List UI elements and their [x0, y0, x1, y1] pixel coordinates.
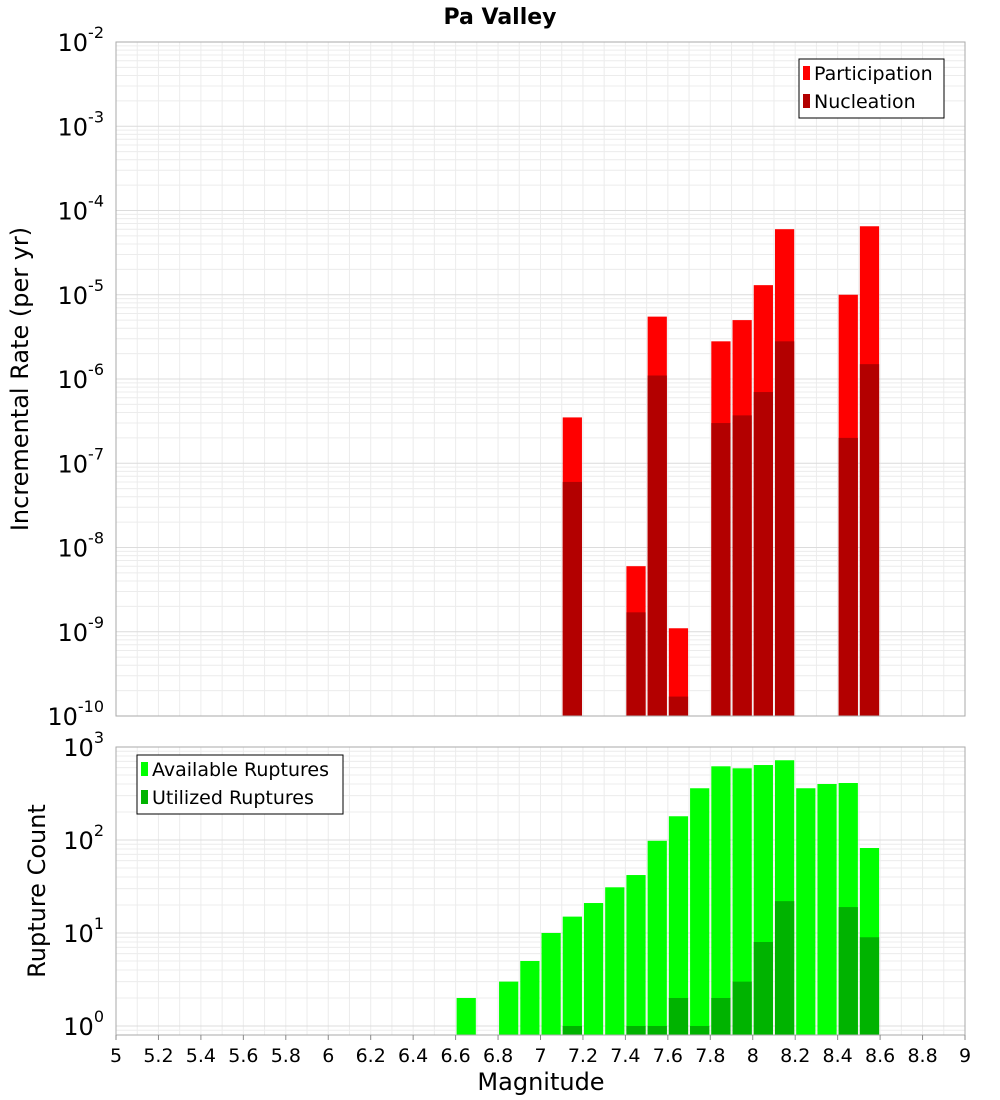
y-tick-label: 10-5 [58, 276, 105, 310]
count-bar-utilized-ruptures [668, 997, 689, 1035]
legend-swatch [803, 94, 810, 108]
x-tick-label: 8.6 [865, 1045, 895, 1067]
y-tick-label: 10-2 [58, 23, 105, 57]
y-tick-label: 103 [63, 728, 104, 762]
count-bar-utilized-ruptures [690, 1025, 710, 1035]
legend-label: Participation [814, 63, 933, 85]
y-tick-label: 10-9 [58, 613, 105, 647]
rate-series-2 [562, 341, 880, 716]
count-y-axis-label: Rupture Count [23, 804, 51, 978]
count-bar-available-ruptures [562, 916, 582, 1035]
legend-label: Nucleation [814, 91, 916, 113]
rate-bar-nucleation [859, 364, 880, 716]
x-tick-label: 8.8 [907, 1045, 937, 1067]
y-tick-label: 10-4 [58, 192, 105, 226]
x-tick-label: 7.8 [695, 1045, 725, 1067]
rate-bar-nucleation [562, 481, 582, 716]
x-tick-label: 5.6 [228, 1045, 258, 1067]
legend-swatch [803, 66, 810, 80]
count-bar-utilized-ruptures [732, 981, 752, 1035]
rate-plot-frame [115, 41, 966, 717]
count-bar-available-ruptures [690, 788, 710, 1035]
count-bar-available-ruptures [605, 887, 625, 1035]
rate-panel: 10-10 10-9 10-8 10-7 10-6 10-5 10-4 10-3 10-2 Par… [47, 23, 966, 731]
count-bar-available-ruptures [668, 816, 689, 1035]
rate-grid [115, 41, 966, 717]
rate-bar-nucleation [753, 392, 773, 716]
count-bar-utilized-ruptures [838, 907, 858, 1035]
y-tick-label: 10-6 [58, 360, 105, 394]
count-bar-available-ruptures [520, 960, 540, 1035]
count-bar-utilized-ruptures [562, 1025, 582, 1035]
chart-title: Pa Valley [443, 5, 556, 30]
count-bar-available-ruptures [499, 981, 519, 1035]
legend-box [798, 58, 945, 119]
y-tick-label: 102 [63, 821, 104, 855]
rate-bar-nucleation [668, 696, 689, 716]
legend-label: Available Ruptures [152, 759, 329, 781]
y-tick-label: 10-7 [58, 444, 105, 478]
rate-bar-nucleation [774, 341, 795, 716]
rate-bar-nucleation [626, 612, 646, 716]
count-bar-available-ruptures [541, 932, 561, 1035]
rate-y-axis-label: Incremental Rate (per yr) [6, 227, 34, 531]
x-tick-label: 8.4 [823, 1045, 853, 1067]
x-tick-label: 6.4 [398, 1045, 428, 1067]
x-tick-label: 5.2 [143, 1045, 173, 1067]
count-bar-utilized-ruptures [859, 937, 880, 1035]
y-tick-label: 10-3 [58, 107, 105, 141]
legend-box [136, 754, 344, 815]
x-tick-label: 7.2 [568, 1045, 598, 1067]
x-tick-label: 5 [110, 1045, 122, 1067]
rate-bar-nucleation [647, 375, 667, 716]
x-tick-label: 7 [534, 1045, 546, 1067]
rate-bar-nucleation [732, 415, 752, 716]
count-series-2 [562, 901, 880, 1035]
legend-label: Utilized Ruptures [152, 787, 314, 809]
rate-bar-nucleation [838, 437, 858, 716]
count-bar-utilized-ruptures [647, 1025, 667, 1035]
count-bar-available-ruptures [583, 903, 604, 1035]
count-bar-available-ruptures [817, 784, 837, 1035]
count-bar-available-ruptures [626, 875, 646, 1035]
x-tick-label: 5.8 [271, 1045, 301, 1067]
y-tick-label: 10-8 [58, 529, 105, 563]
rate-bar-participation [668, 628, 689, 716]
legend-swatch [141, 762, 148, 776]
x-tick-label: 8 [747, 1045, 759, 1067]
count-bar-available-ruptures [732, 768, 752, 1035]
legend-swatch [141, 790, 148, 804]
count-panel: 100 101 102 103 Available Ruptures Utilized R… [63, 728, 966, 1041]
x-tick-label: 6.6 [440, 1045, 470, 1067]
x-tick-label: 6 [322, 1045, 334, 1067]
count-bar-available-ruptures [796, 788, 816, 1035]
x-tick-label: 9 [959, 1045, 971, 1067]
x-tick-label: 6.8 [483, 1045, 513, 1067]
count-legend: Available Ruptures Utilized Ruptures [136, 754, 344, 815]
x-tick-label: 8.2 [780, 1045, 810, 1067]
y-tick-label: 101 [63, 914, 104, 948]
count-bar-available-ruptures [456, 997, 476, 1035]
y-tick-label: 100 [63, 1007, 104, 1041]
x-tick-label: 7.4 [610, 1045, 640, 1067]
count-bar-utilized-ruptures [711, 997, 731, 1035]
rate-legend: Participation Nucleation [798, 58, 945, 119]
x-tick-label: 5.4 [186, 1045, 216, 1067]
count-bar-utilized-ruptures [753, 942, 773, 1035]
count-bar-available-ruptures [711, 766, 731, 1035]
count-bar-utilized-ruptures [626, 1025, 646, 1035]
count-bar-available-ruptures [647, 840, 667, 1035]
rate-bar-nucleation [711, 423, 731, 716]
y-tick-label: 10-10 [47, 697, 104, 731]
x-axis-label: Magnitude [477, 1068, 604, 1096]
x-tick-label: 6.2 [356, 1045, 386, 1067]
x-tick-label: 7.6 [653, 1045, 683, 1067]
x-axis-ticks: 5 5.2 5.4 5.6 5.8 6 6.2 6.4 6.6 6.8 7 7.2 7.4 7.6 7.8 8… [110, 1035, 971, 1067]
count-bar-utilized-ruptures [774, 901, 795, 1035]
